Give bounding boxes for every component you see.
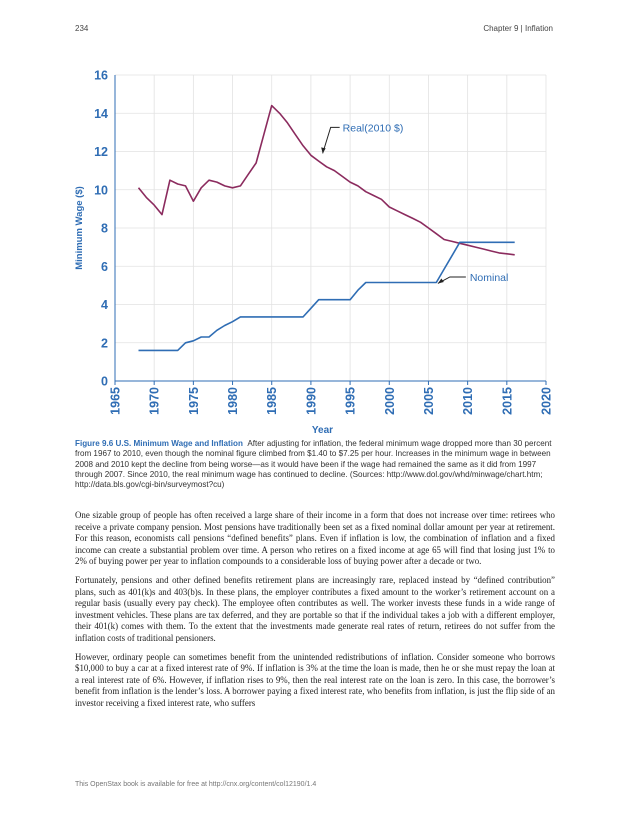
chapter-header: Chapter 9 | Inflation bbox=[483, 24, 553, 33]
y-axis-title: Minimum Wage ($) bbox=[74, 186, 85, 270]
x-axis-title: Year bbox=[312, 425, 333, 434]
y-tick-label: 4 bbox=[101, 298, 108, 312]
y-tick-label: 2 bbox=[101, 336, 108, 350]
y-tick-label: 6 bbox=[101, 260, 108, 274]
chart-series bbox=[137, 104, 515, 352]
chart-grid bbox=[114, 74, 547, 382]
y-tick-label: 8 bbox=[101, 222, 108, 236]
figure-caption-label: Figure 9.6 U.S. Minimum Wage and Inflati… bbox=[75, 439, 243, 448]
minimum-wage-chart: 0 2 4 6 8 10 12 14 16 1965 1970 1975 1980 1985 1990 199… bbox=[74, 69, 554, 435]
footer-note: This OpenStax book is available for free… bbox=[75, 781, 317, 788]
chart-annotations: Real(2010 $) Nominal bbox=[321, 122, 508, 284]
y-tick-label: 12 bbox=[94, 145, 108, 159]
series-line-nominal bbox=[138, 241, 515, 352]
paragraph: Fortunately, pensions and other defined … bbox=[75, 574, 555, 643]
y-tick-label: 0 bbox=[101, 375, 108, 389]
nominal-pointer-arrow bbox=[437, 278, 444, 284]
x-tick-label: 1975 bbox=[187, 387, 201, 415]
real-series-label: Real(2010 $) bbox=[343, 122, 404, 134]
series-line-real bbox=[137, 104, 515, 256]
page-number: 234 bbox=[75, 24, 89, 33]
paragraph: However, ordinary people can sometimes b… bbox=[75, 651, 555, 708]
y-tick-label: 10 bbox=[94, 183, 108, 197]
x-tick-label: 1985 bbox=[265, 387, 279, 415]
x-tick-label: 1965 bbox=[109, 387, 123, 415]
real-pointer-line bbox=[322, 126, 340, 154]
nominal-series-label: Nominal bbox=[470, 272, 509, 284]
y-tick-label: 14 bbox=[94, 107, 108, 121]
body-text: One sizable group of people has often re… bbox=[75, 510, 555, 717]
chart-axes: 0 2 4 6 8 10 12 14 16 1965 1970 1975 1980 1985 1990 199… bbox=[74, 69, 554, 435]
x-tick-label: 2005 bbox=[422, 387, 436, 415]
x-tick-label: 1995 bbox=[344, 387, 358, 415]
y-tick-label: 16 bbox=[94, 69, 108, 83]
x-tick-label: 1970 bbox=[148, 387, 162, 415]
figure-caption: Figure 9.6 U.S. Minimum Wage and Inflati… bbox=[75, 439, 555, 490]
paragraph: One sizable group of people has often re… bbox=[75, 510, 555, 567]
x-tick-label: 2015 bbox=[500, 387, 514, 415]
x-tick-label: 2010 bbox=[461, 387, 475, 415]
x-tick-label: 1980 bbox=[226, 387, 240, 415]
x-tick-label: 2020 bbox=[540, 387, 554, 415]
real-pointer-arrow bbox=[321, 147, 326, 154]
figure-caption-text: After adjusting for inflation, the feder… bbox=[75, 439, 552, 490]
x-tick-label: 2000 bbox=[383, 387, 397, 415]
x-tick-label: 1990 bbox=[304, 387, 318, 415]
